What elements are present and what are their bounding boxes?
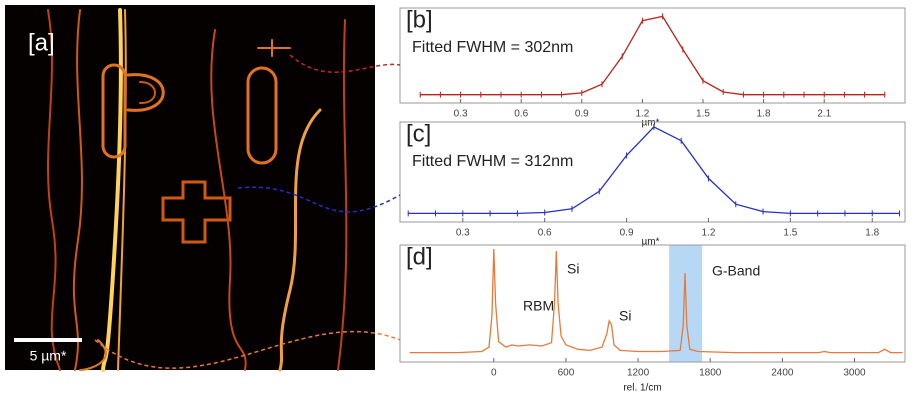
panel-label: [b]	[406, 6, 433, 33]
annotation: Si	[567, 261, 579, 277]
plot-frame	[399, 7, 906, 104]
x-tick-label: 600	[558, 368, 575, 379]
x-tick-label: 0.9	[575, 109, 589, 120]
x-tick-label: 0	[491, 368, 497, 379]
panel-label: [c]	[406, 120, 431, 147]
x-tick-label: 0.3	[454, 109, 468, 120]
fwhm-annotation: Fitted FWHM = 312nm	[412, 153, 573, 170]
annotation: Si	[619, 308, 631, 324]
x-axis-label: µm*	[642, 237, 660, 248]
x-tick-label: 2400	[771, 368, 794, 379]
image-panel: [a] 5 µm*	[5, 5, 375, 372]
x-axis-label: µm*	[642, 118, 660, 129]
x-tick-label: 1.5	[783, 228, 797, 239]
x-tick-label: 1.8	[757, 109, 771, 120]
annotation: RBM	[523, 298, 554, 314]
panel-label: [a]	[28, 29, 55, 56]
x-tick-label: 0.6	[514, 109, 528, 120]
series-line	[409, 248, 903, 354]
series-line	[420, 15, 885, 96]
x-tick-label: 1200	[627, 368, 650, 379]
x-tick-label: 1.2	[635, 109, 649, 120]
plot-frame	[399, 121, 906, 223]
x-axis-label: rel. 1/cm	[623, 383, 661, 394]
fwhm-annotation: Fitted FWHM = 302nm	[412, 39, 573, 56]
x-tick-label: 0.6	[538, 228, 552, 239]
afm-image	[5, 5, 375, 370]
afm-traces	[47, 8, 348, 372]
x-tick-label: 1800	[699, 368, 722, 379]
plot-frame	[399, 244, 906, 363]
panel-label: [d]	[406, 243, 433, 270]
x-tick-label: 1.5	[696, 109, 710, 120]
x-tick-label: 2.1	[817, 109, 831, 120]
annotation: G-Band	[712, 263, 760, 279]
scale-bar-label: 5 µm*	[30, 348, 67, 364]
x-tick-label: 0.3	[456, 228, 470, 239]
x-tick-label: 1.8	[865, 228, 879, 239]
connectors	[94, 54, 401, 369]
x-tick-label: 3000	[843, 368, 866, 379]
x-tick-label: 0.9	[620, 228, 634, 239]
x-tick-label: 1.2	[702, 228, 716, 239]
